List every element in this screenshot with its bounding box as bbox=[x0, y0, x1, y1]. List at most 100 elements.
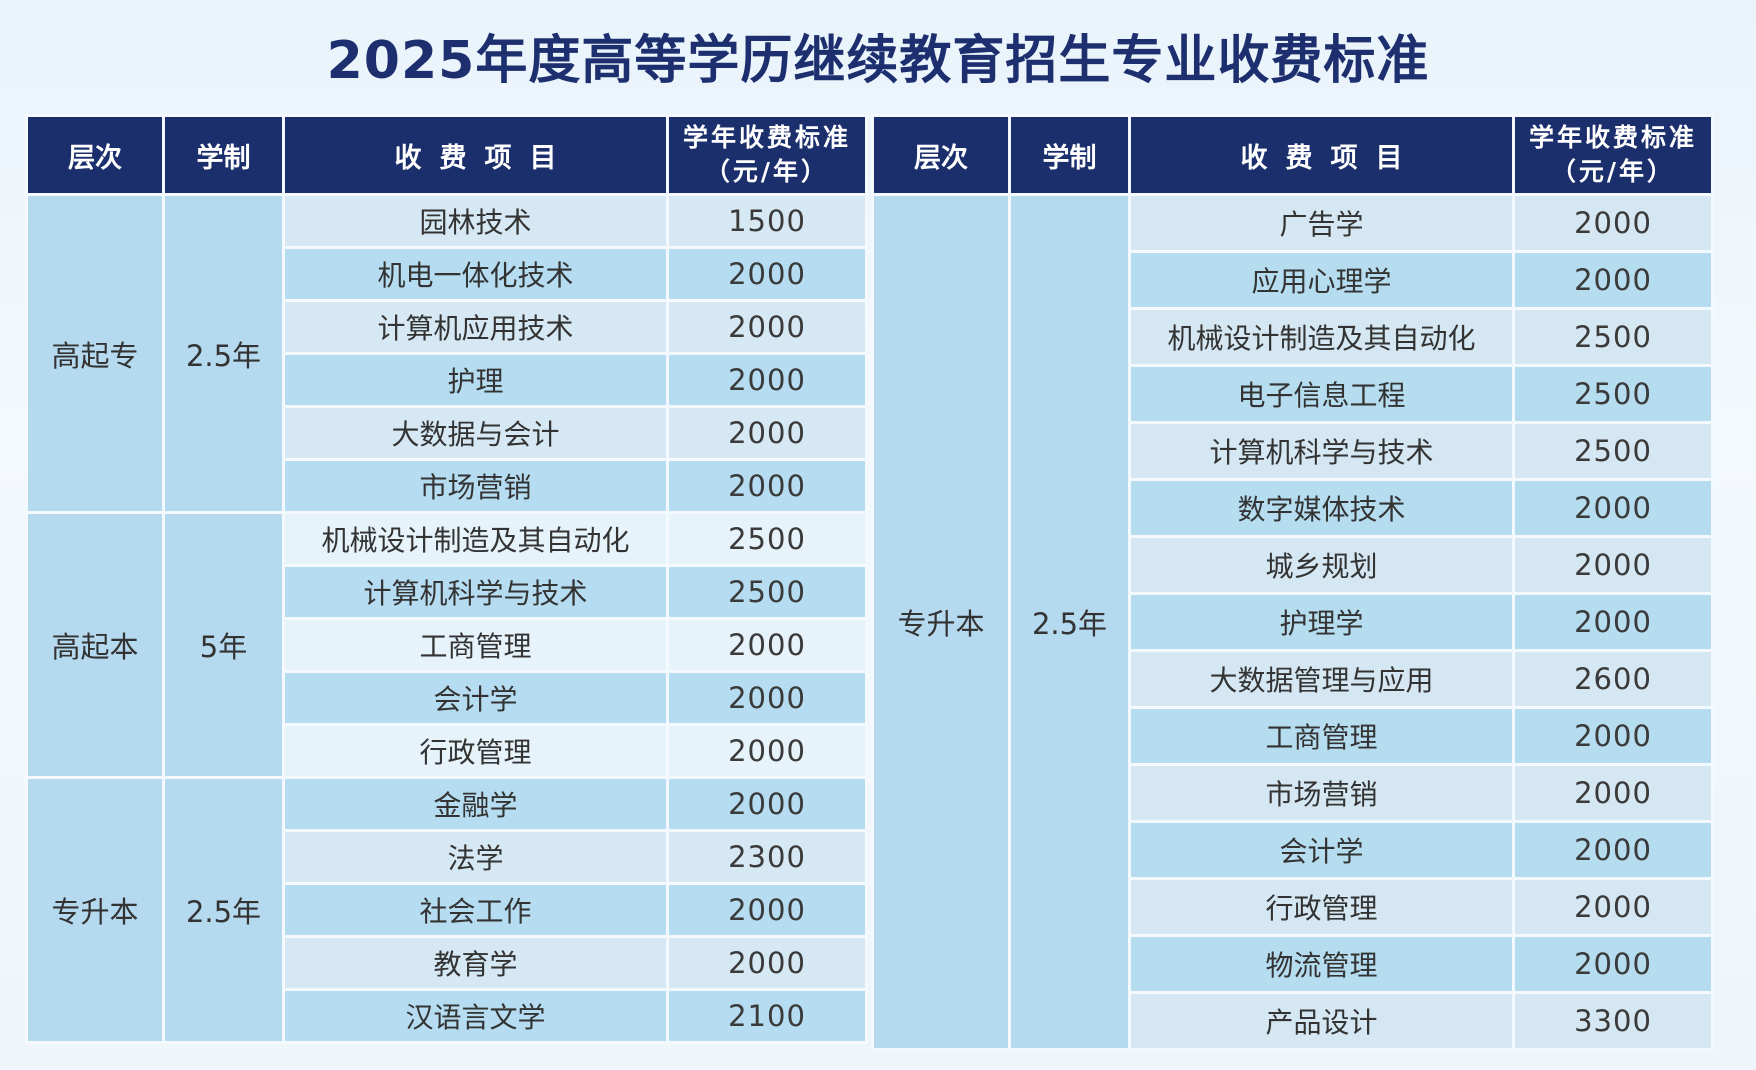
major-name: 会计学 bbox=[1128, 820, 1515, 880]
major-name: 会计学 bbox=[282, 670, 669, 726]
major-name: 汉语言文学 bbox=[282, 988, 669, 1044]
table-row: 高起本 5年 机械设计制造及其自动化 2500 bbox=[25, 511, 868, 779]
major-fee: 2000 bbox=[1512, 478, 1714, 538]
table-row: 汉语言文学 2100 bbox=[27, 988, 868, 1044]
major-name: 园林技术 bbox=[282, 193, 669, 249]
header-years: 学制 bbox=[162, 114, 285, 196]
major-fee: 2000 bbox=[666, 405, 868, 461]
header-fee-line1: 学年收费标准 bbox=[682, 123, 851, 152]
table-row: 大数据管理与应用 2600 bbox=[873, 649, 1714, 709]
major-fee: 2000 bbox=[666, 458, 868, 514]
header-fee-line1: 学年收费标准 bbox=[1528, 123, 1697, 152]
table-row: 机电一体化技术 2000 bbox=[27, 246, 868, 302]
major-fee: 2000 bbox=[666, 246, 868, 302]
table-row: 城乡规划 2000 bbox=[873, 535, 1714, 595]
table-row: 会计学 2000 bbox=[873, 820, 1714, 880]
table-row: 社会工作 2000 bbox=[27, 882, 868, 938]
major-name: 护理 bbox=[282, 352, 669, 408]
header-fee-line2: （元/年） bbox=[1550, 157, 1676, 186]
header-fee: 学年收费标准 （元/年） bbox=[1512, 114, 1714, 196]
major-fee: 2000 bbox=[1512, 763, 1714, 823]
table-row: 物流管理 2000 bbox=[873, 934, 1714, 994]
header-row: 层次 学制 收费项目 学年收费标准 （元/年） bbox=[871, 114, 1714, 196]
major-name: 物流管理 bbox=[1128, 934, 1515, 994]
major-name: 大数据管理与应用 bbox=[1128, 649, 1515, 709]
fee-table-left: 层次 学制 收费项目 学年收费标准 （元/年） 高起专 2.5年 园林技术 150… bbox=[25, 114, 868, 1044]
header-level: 层次 bbox=[871, 114, 1011, 196]
level-cell: 高起本 bbox=[25, 511, 165, 779]
table-row: 专升本 2.5年 金融学 2000 bbox=[25, 776, 868, 1044]
table-row: 大数据与会计 2000 bbox=[27, 405, 868, 461]
table-row: 工商管理 2000 bbox=[27, 617, 868, 673]
major-name: 机械设计制造及其自动化 bbox=[1128, 307, 1515, 367]
major-fee: 2100 bbox=[666, 988, 868, 1044]
major-fee: 2500 bbox=[666, 511, 868, 567]
table-row: 电子信息工程 2500 bbox=[873, 364, 1714, 424]
major-fee: 2000 bbox=[666, 299, 868, 355]
table-row: 工商管理 2000 bbox=[873, 706, 1714, 766]
major-name: 教育学 bbox=[282, 935, 669, 991]
major-name: 计算机应用技术 bbox=[282, 299, 669, 355]
major-name: 数字媒体技术 bbox=[1128, 478, 1515, 538]
table-row: 计算机应用技术 2000 bbox=[27, 299, 868, 355]
table-row: 数字媒体技术 2000 bbox=[873, 478, 1714, 538]
major-name: 工商管理 bbox=[1128, 706, 1515, 766]
major-fee: 2000 bbox=[666, 670, 868, 726]
header-fee-line2: （元/年） bbox=[704, 157, 830, 186]
major-fee: 2000 bbox=[666, 352, 868, 408]
major-name: 法学 bbox=[282, 829, 669, 885]
years-cell: 2.5年 bbox=[162, 776, 285, 1044]
major-name: 应用心理学 bbox=[1128, 250, 1515, 310]
major-name: 城乡规划 bbox=[1128, 535, 1515, 595]
major-name: 计算机科学与技术 bbox=[282, 564, 669, 620]
major-fee: 2000 bbox=[1512, 193, 1714, 253]
major-fee: 2000 bbox=[666, 882, 868, 938]
major-fee: 2000 bbox=[666, 723, 868, 779]
major-name: 产品设计 bbox=[1128, 991, 1515, 1051]
table-row: 护理学 2000 bbox=[873, 592, 1714, 652]
major-fee: 2500 bbox=[1512, 307, 1714, 367]
major-name: 市场营销 bbox=[282, 458, 669, 514]
header-row: 层次 学制 收费项目 学年收费标准 （元/年） bbox=[25, 114, 868, 196]
major-fee: 2000 bbox=[1512, 706, 1714, 766]
major-name: 广告学 bbox=[1128, 193, 1515, 253]
table-row: 高起专 2.5年 园林技术 1500 bbox=[25, 193, 868, 514]
level-cell: 专升本 bbox=[25, 776, 165, 1044]
table-row: 市场营销 2000 bbox=[873, 763, 1714, 823]
major-name: 市场营销 bbox=[1128, 763, 1515, 823]
major-fee: 2300 bbox=[666, 829, 868, 885]
table-row: 会计学 2000 bbox=[27, 670, 868, 726]
major-fee: 2000 bbox=[1512, 592, 1714, 652]
header-level: 层次 bbox=[25, 114, 165, 196]
header-item: 收费项目 bbox=[1128, 114, 1515, 196]
major-name: 社会工作 bbox=[282, 882, 669, 938]
table-row: 专升本 2.5年 广告学 2000 bbox=[871, 193, 1714, 1051]
major-fee: 1500 bbox=[666, 193, 868, 249]
table-row: 行政管理 2000 bbox=[873, 877, 1714, 937]
table-row: 产品设计 3300 bbox=[873, 991, 1714, 1051]
major-fee: 2500 bbox=[1512, 421, 1714, 481]
fee-table-right: 层次 学制 收费项目 学年收费标准 （元/年） 专升本 2.5年 广告学 2000… bbox=[871, 114, 1714, 1051]
major-fee: 2000 bbox=[1512, 820, 1714, 880]
major-fee: 2600 bbox=[1512, 649, 1714, 709]
table-row: 护理 2000 bbox=[27, 352, 868, 408]
table-row: 行政管理 2000 bbox=[27, 723, 868, 779]
table-row: 机械设计制造及其自动化 2500 bbox=[873, 307, 1714, 367]
major-name: 大数据与会计 bbox=[282, 405, 669, 461]
major-fee: 2000 bbox=[1512, 250, 1714, 310]
major-name: 计算机科学与技术 bbox=[1128, 421, 1515, 481]
level-cell: 高起专 bbox=[25, 193, 165, 514]
header-fee: 学年收费标准 （元/年） bbox=[666, 114, 868, 196]
major-fee: 2000 bbox=[666, 935, 868, 991]
table-row: 教育学 2000 bbox=[27, 935, 868, 991]
table-row: 法学 2300 bbox=[27, 829, 868, 885]
major-name: 行政管理 bbox=[1128, 877, 1515, 937]
major-name: 机电一体化技术 bbox=[282, 246, 669, 302]
major-fee: 2000 bbox=[1512, 535, 1714, 595]
major-name: 机械设计制造及其自动化 bbox=[282, 511, 669, 567]
major-name: 工商管理 bbox=[282, 617, 669, 673]
years-cell: 2.5年 bbox=[162, 193, 285, 514]
major-fee: 2500 bbox=[1512, 364, 1714, 424]
major-name: 行政管理 bbox=[282, 723, 669, 779]
major-fee: 2000 bbox=[666, 776, 868, 832]
